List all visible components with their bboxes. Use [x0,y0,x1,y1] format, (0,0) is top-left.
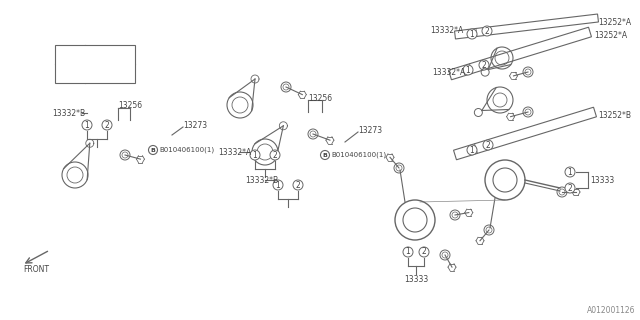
Text: 1: 1 [466,66,470,75]
Text: 13332*A: 13332*A [218,148,252,156]
Text: 2: 2 [486,140,490,149]
Circle shape [148,146,157,155]
Circle shape [565,167,575,177]
Text: 13234: 13234 [90,69,116,78]
Circle shape [565,183,575,193]
Text: 13252*A: 13252*A [594,30,627,39]
Text: 13273: 13273 [358,125,382,134]
Text: A012001126: A012001126 [586,306,635,315]
Text: 1: 1 [276,180,280,189]
Circle shape [321,150,330,159]
Text: B: B [150,148,156,153]
FancyBboxPatch shape [55,45,135,83]
Text: 2: 2 [296,180,300,189]
Circle shape [273,180,283,190]
Text: 1: 1 [406,247,410,257]
Text: 13332*A: 13332*A [430,26,463,35]
Text: 13252*A: 13252*A [598,18,631,27]
Text: 1: 1 [84,121,90,130]
Circle shape [270,150,280,160]
Text: 1: 1 [470,146,474,155]
Text: 13333: 13333 [404,276,428,284]
Text: 2: 2 [104,121,109,130]
Text: 13256: 13256 [118,100,142,109]
Text: 1: 1 [78,52,83,58]
Circle shape [463,65,473,75]
Circle shape [250,150,260,160]
Circle shape [82,120,92,130]
Text: 13332*B: 13332*B [52,108,85,117]
Text: 13332*B: 13332*B [245,175,278,185]
Circle shape [479,60,489,70]
Circle shape [76,68,86,78]
Circle shape [403,247,413,257]
Text: B010406100(1): B010406100(1) [159,147,214,153]
Text: 13256: 13256 [308,93,332,102]
Circle shape [293,180,303,190]
Text: 13273: 13273 [183,121,207,130]
Circle shape [467,145,477,155]
Circle shape [102,120,112,130]
Text: 2: 2 [568,183,572,193]
Circle shape [483,140,493,150]
Circle shape [419,247,429,257]
Circle shape [482,26,492,36]
Text: 2: 2 [79,70,83,76]
Text: 2: 2 [273,150,277,159]
Text: 1: 1 [470,29,474,38]
Text: 13333: 13333 [590,175,614,185]
Text: B: B [323,153,328,157]
Circle shape [76,50,86,60]
Text: C0062: C0062 [90,50,116,59]
Text: 2: 2 [482,60,486,69]
Text: FRONT: FRONT [23,266,49,275]
Text: 1: 1 [253,150,257,159]
Circle shape [467,29,477,39]
Text: 1: 1 [568,167,572,177]
Text: 2: 2 [422,247,426,257]
Text: 13252*B: 13252*B [598,110,631,119]
Text: 13332*A: 13332*A [432,68,465,76]
Text: 2: 2 [484,27,490,36]
Text: B010406100(1): B010406100(1) [331,152,386,158]
